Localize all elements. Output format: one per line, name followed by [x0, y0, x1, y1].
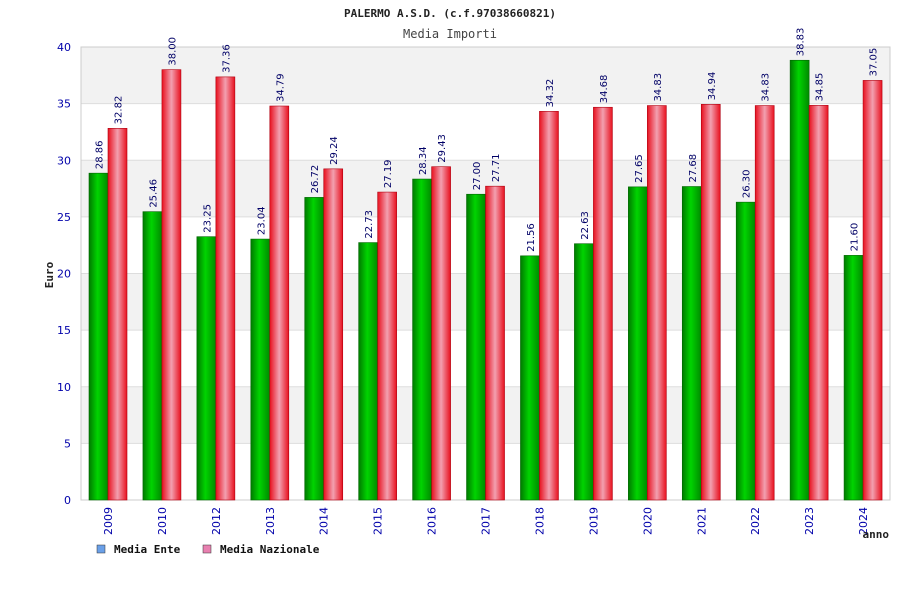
- bar-media-nazionale-2019: [593, 106, 613, 501]
- y-tick-label: 10: [57, 381, 71, 394]
- bar-media-ente-2023: [789, 59, 810, 501]
- bar-media-ente-2016: [412, 178, 432, 501]
- bars: [88, 59, 883, 501]
- x-tick-label: 2023: [803, 507, 816, 535]
- value-label: 37.36: [221, 44, 232, 73]
- legend-label-media-ente: Media Ente: [114, 543, 181, 556]
- y-tick-label: 0: [64, 494, 71, 507]
- bar-media-ente-2019: [574, 243, 594, 501]
- x-tick-label: 2016: [426, 507, 439, 535]
- value-label: 34.79: [275, 73, 286, 102]
- y-axis-ticks: 0 5 10 15 20 25 30 35 40: [57, 41, 71, 507]
- x-tick-label: 2019: [587, 507, 600, 535]
- x-tick-label: 2014: [318, 507, 331, 535]
- y-tick-label: 30: [57, 154, 71, 167]
- value-label: 34.83: [761, 73, 772, 102]
- value-label: 26.30: [742, 170, 753, 199]
- legend: Media Ente Media Nazionale: [96, 543, 320, 556]
- value-label: 38.83: [796, 28, 807, 57]
- value-label: 34.85: [815, 73, 826, 102]
- y-tick-label: 20: [57, 268, 71, 281]
- x-tick-label: 2022: [749, 507, 762, 535]
- bar-media-ente-2015: [358, 242, 378, 501]
- bar-media-nazionale-2018: [539, 111, 559, 501]
- x-tick-label: 2024: [857, 507, 870, 535]
- bar-media-ente-2024: [843, 255, 864, 501]
- y-tick-label: 35: [57, 98, 71, 111]
- legend-swatch-media-nazionale: [202, 544, 212, 554]
- value-label: 29.43: [437, 134, 448, 163]
- bar-media-ente-2020: [628, 186, 648, 501]
- legend-label-media-nazionale: Media Nazionale: [220, 543, 320, 556]
- bar-media-ente-2017: [466, 193, 486, 501]
- chart-subtitle: Media Importi: [403, 27, 497, 41]
- x-tick-label: 2010: [156, 507, 169, 535]
- value-label: 27.71: [491, 154, 502, 183]
- bar-media-ente-2018: [520, 255, 540, 501]
- value-label: 23.04: [256, 206, 267, 235]
- x-tick-label: 2012: [210, 507, 223, 535]
- value-label: 26.72: [310, 165, 321, 194]
- bar-media-nazionale-2020: [647, 105, 667, 501]
- bar-media-nazionale-2010: [161, 69, 182, 501]
- value-label: 27.68: [688, 154, 699, 183]
- value-label: 34.68: [599, 75, 610, 104]
- x-tick-label: 2018: [533, 507, 546, 535]
- legend-swatch-media-ente: [96, 544, 106, 554]
- value-label: 27.19: [383, 159, 394, 188]
- value-label: 28.86: [95, 141, 106, 170]
- value-labels: 28.86 32.82 25.46 38.00 23.25 37.36 23.04 34.79…: [95, 28, 880, 252]
- bar-media-nazionale-2009: [107, 128, 128, 501]
- bar-media-ente-2014: [304, 197, 325, 501]
- value-label: 34.83: [653, 73, 664, 102]
- x-tick-label: 2015: [372, 507, 385, 535]
- y-tick-label: 15: [57, 324, 71, 337]
- value-label: 34.32: [545, 79, 556, 108]
- y-axis-label: Euro: [43, 261, 56, 288]
- chart-title: PALERMO A.S.D. (c.f.97038660821): [344, 7, 556, 20]
- value-label: 27.00: [472, 162, 483, 191]
- x-tick-label: 2017: [480, 507, 493, 535]
- bar-media-nazionale-2021: [700, 104, 721, 501]
- x-axis-label: anno: [863, 528, 890, 541]
- bar-media-ente-2013: [250, 238, 271, 501]
- bar-media-nazionale-2015: [377, 191, 397, 501]
- bar-media-nazionale-2016: [431, 166, 451, 501]
- bar-media-nazionale-2013: [269, 105, 290, 501]
- x-tick-label: 2009: [102, 507, 115, 535]
- bar-media-nazionale-2012: [215, 76, 236, 501]
- bar-media-ente-2009: [88, 172, 109, 501]
- x-tick-label: 2020: [641, 507, 654, 535]
- bar-media-ente-2022: [735, 201, 756, 501]
- value-label: 34.94: [707, 72, 718, 101]
- x-tick-label: 2013: [264, 507, 277, 535]
- bar-media-nazionale-2023: [808, 105, 829, 501]
- value-label: 21.60: [850, 223, 861, 252]
- x-axis-ticks: 2009 2010 2012 2013 2014 2015 2016 2017 2018 2019…: [102, 507, 870, 535]
- value-label: 21.56: [526, 223, 537, 252]
- bar-media-nazionale-2024: [862, 80, 883, 501]
- value-label: 37.05: [869, 48, 880, 77]
- bar-media-ente-2012: [196, 236, 217, 501]
- value-label: 29.24: [329, 136, 340, 165]
- y-tick-label: 40: [57, 41, 71, 54]
- bar-media-ente-2010: [142, 211, 163, 501]
- value-label: 23.25: [202, 204, 213, 233]
- value-label: 32.82: [114, 96, 125, 125]
- y-tick-label: 5: [64, 437, 71, 450]
- bar-media-ente-2021: [681, 186, 702, 501]
- value-label: 22.63: [580, 211, 591, 240]
- value-label: 22.73: [364, 210, 375, 239]
- value-label: 25.46: [148, 179, 159, 208]
- bar-media-nazionale-2022: [754, 105, 775, 501]
- bar-media-nazionale-2014: [323, 168, 344, 501]
- value-label: 27.65: [634, 154, 645, 183]
- value-label: 38.00: [167, 37, 178, 66]
- bar-media-nazionale-2017: [485, 185, 505, 501]
- y-tick-label: 25: [57, 211, 71, 224]
- x-tick-label: 2021: [695, 507, 708, 535]
- value-label: 28.34: [418, 146, 429, 175]
